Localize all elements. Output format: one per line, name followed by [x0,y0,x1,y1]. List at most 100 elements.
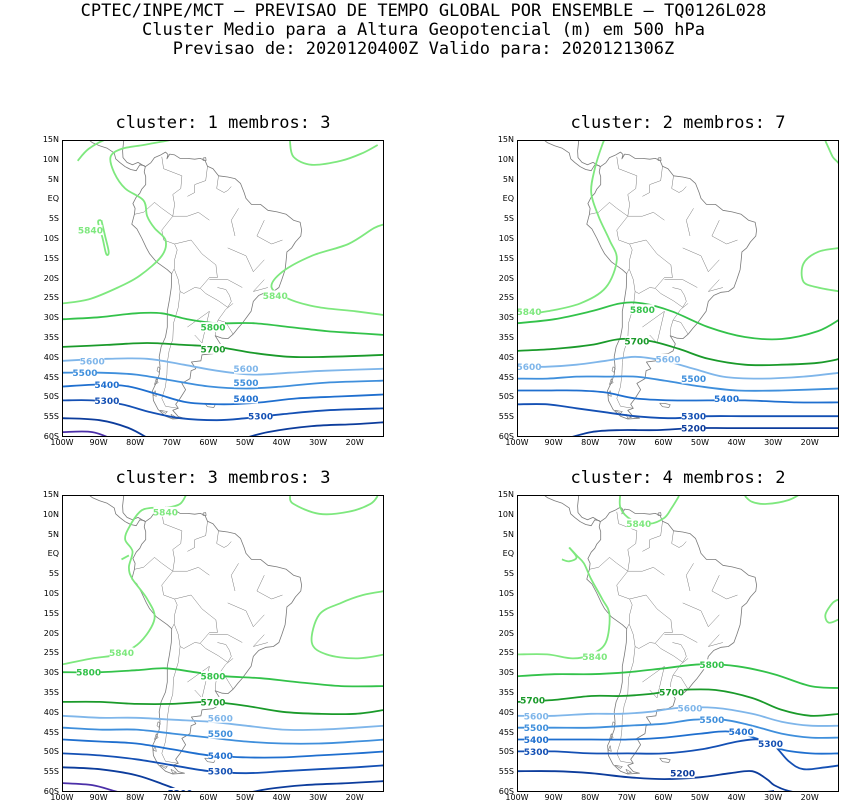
lon-tick-label: 20W [345,438,364,447]
lat-tick-label: 50S [43,392,59,402]
country-border [134,557,173,572]
contour-label-bg [518,306,541,317]
contour-label-bg [626,518,651,529]
lat-tick-label: 5S [503,569,514,579]
island-outline [625,768,632,774]
panel-3-svg: 5840 5840 5800 5800 5700 5600 5500 5400 5300 5200 [63,496,383,791]
lat-tick-label: 50S [498,392,514,402]
contour-label: 5500 [524,724,549,734]
country-border [616,291,636,409]
lat-tick-label: 10N [497,509,514,519]
contour-label-bg [72,367,97,378]
contour-label-bg [94,379,119,390]
country-border [655,642,687,663]
contour-line [518,738,838,771]
contour-label: 5800 [76,669,101,679]
country-border [134,202,173,217]
lon-tick-label: 50W [235,793,254,802]
lat-tick-label: 35S [498,688,514,697]
contour-line [518,663,838,689]
island-outline [609,378,614,385]
country-border [209,634,243,643]
contour-label-bg [76,667,101,678]
lat-tick-label: 55S [498,767,514,777]
lat-tick-label: 55S [498,412,514,422]
contour-label: 5300 [94,397,119,407]
contour-label-bg [524,746,549,757]
panel-3-map: 5840 5840 5800 5800 5700 5600 5500 5400 5300 5200 [62,495,384,792]
contour-line [518,770,793,791]
lat-tick-label: 25S [498,648,514,658]
country-border [216,530,232,548]
lat-tick-label: 10S [43,589,59,598]
lat-tick-label: 15S [43,253,59,263]
country-border [642,521,663,552]
contour-label: 5400 [524,736,549,746]
contour-label-bg [208,728,233,739]
country-border [174,594,218,633]
coastline [89,496,146,527]
country-border [200,287,232,308]
contour-line [310,590,383,660]
panel-2-title: cluster: 2 membros: 7 [570,113,786,133]
contour-label-bg [681,411,706,422]
country-border [672,303,689,335]
island-outline [159,765,168,769]
contour-label-bg [233,377,258,388]
lat-tick-label: 30S [498,668,514,678]
country-border [172,212,210,221]
coastline [89,141,146,172]
lat-tick-label: 20S [498,628,514,638]
country-border [161,216,178,274]
lat-tick-label: 50S [498,747,514,757]
lat-tick-label: 55S [43,412,59,422]
country-border [231,208,239,237]
contour-label-bg [677,702,702,713]
contour-line [63,357,383,376]
contour-label-bg [630,304,655,315]
lon-tick-label: 80W [581,793,600,802]
lon-tick-label: 40W [272,793,291,802]
contour-label: 5700 [659,689,684,699]
lat-tick-label: 35S [498,333,514,342]
contour-label: 5500 [233,379,258,389]
contour-label: 5400 [208,752,233,762]
contour-label: 5800 [630,306,655,316]
coastline [131,506,302,775]
panel-1-map: 5840 5840 5800 5700 5600 5600 5500 5500 5400 5400… [62,140,384,437]
country-border [161,156,183,217]
contour-line [289,496,379,516]
contour-label-bg [656,353,681,364]
lat-tick-label: 5N [502,529,514,539]
island-outline [154,733,159,740]
lon-tick-label: 20W [345,793,364,802]
island-outline [153,745,157,752]
lat-tick-label: 5S [503,214,514,224]
lat-tick-label: 10S [498,234,514,243]
contour-label: 5700 [200,345,225,355]
contour-label-bg [670,768,695,779]
country-border [711,220,738,245]
lon-tick-label: 90W [544,438,563,447]
panel-4-svg: 5840 5840 5800 5700 5700 5600 5600 5500 5500 5400… [518,496,838,791]
island-outline [202,512,207,516]
contour-label: 5400 [233,395,258,405]
country-border [173,623,218,649]
contour-line [252,780,383,791]
country-border [616,511,638,572]
contour-label: 5300 [208,768,233,778]
coastline [577,496,601,523]
contour-label: 5400 [714,395,739,405]
lat-tick-label: 20S [43,628,59,638]
lat-tick-label: 5S [48,214,59,224]
country-border [708,634,723,647]
coastline [122,496,146,523]
island-outline [170,768,177,774]
island-outline [611,366,616,373]
lat-tick-label: 15S [43,608,59,618]
lat-tick-label: 10N [497,154,514,164]
island-outline [159,410,168,414]
lon-tick-label: 90W [544,793,563,802]
contour-line [824,141,838,164]
contour-label: 5600 [655,355,680,365]
